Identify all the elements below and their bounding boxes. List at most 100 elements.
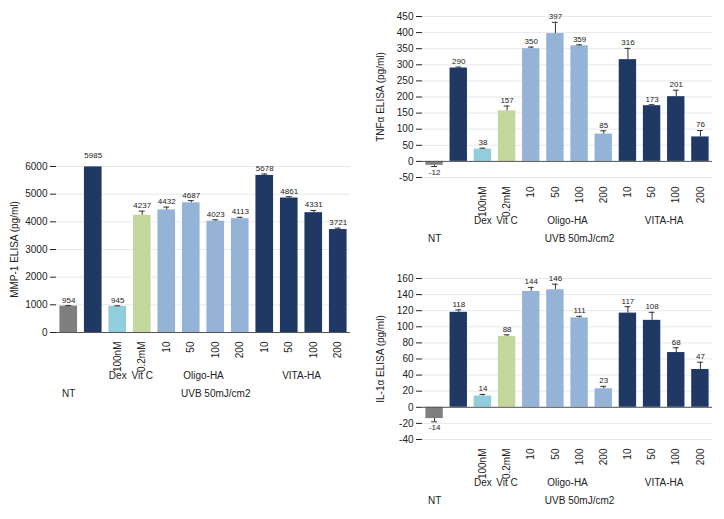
svg-text:200: 200 <box>332 341 343 358</box>
svg-text:290: 290 <box>452 57 466 66</box>
svg-text:38: 38 <box>478 138 487 147</box>
svg-text:200: 200 <box>598 186 609 203</box>
svg-text:0.2mM: 0.2mM <box>136 342 147 373</box>
svg-text:10: 10 <box>622 186 633 198</box>
svg-text:316: 316 <box>621 38 635 47</box>
svg-text:100nM: 100nM <box>477 187 488 218</box>
svg-text:50: 50 <box>402 140 414 151</box>
svg-text:NT: NT <box>62 388 75 399</box>
svg-text:144: 144 <box>525 277 539 286</box>
svg-text:50: 50 <box>185 341 196 353</box>
svg-text:50: 50 <box>283 341 294 353</box>
svg-text:6000: 6000 <box>25 161 48 172</box>
svg-text:-12: -12 <box>429 168 441 177</box>
svg-text:100nM: 100nM <box>477 449 488 480</box>
svg-text:160: 160 <box>397 273 414 284</box>
svg-text:2000: 2000 <box>25 271 48 282</box>
svg-text:VITA-HA: VITA-HA <box>282 370 321 381</box>
svg-text:MMP-1 ELISA (pg/ml): MMP-1 ELISA (pg/ml) <box>9 201 20 298</box>
svg-text:157: 157 <box>500 96 514 105</box>
svg-text:300: 300 <box>397 59 414 70</box>
svg-text:250: 250 <box>397 75 414 86</box>
svg-text:TNFα ELISA (pg/ml): TNFα ELISA (pg/ml) <box>375 52 386 142</box>
svg-text:400: 400 <box>397 27 414 38</box>
svg-text:150: 150 <box>397 107 414 118</box>
svg-text:4000: 4000 <box>25 216 48 227</box>
svg-text:47: 47 <box>696 352 705 361</box>
svg-text:80: 80 <box>402 337 414 348</box>
svg-text:88: 88 <box>503 325 512 334</box>
svg-text:200: 200 <box>598 448 609 465</box>
svg-text:NT: NT <box>428 233 441 244</box>
svg-text:4861: 4861 <box>280 187 298 196</box>
svg-text:350: 350 <box>525 37 539 46</box>
svg-text:100: 100 <box>670 186 681 203</box>
svg-text:100: 100 <box>210 341 221 358</box>
svg-text:Dex: Dex <box>474 477 492 488</box>
svg-text:100: 100 <box>670 448 681 465</box>
svg-text:60: 60 <box>402 353 414 364</box>
svg-text:100nM: 100nM <box>112 342 123 373</box>
svg-text:50: 50 <box>550 448 561 460</box>
svg-text:-14: -14 <box>429 423 441 432</box>
svg-text:200: 200 <box>695 448 706 465</box>
svg-text:Dex: Dex <box>109 370 127 381</box>
svg-text:VITA-HA: VITA-HA <box>645 477 684 488</box>
svg-text:0: 0 <box>408 402 414 413</box>
svg-text:100: 100 <box>574 448 585 465</box>
svg-text:4687: 4687 <box>182 191 200 200</box>
svg-text:359: 359 <box>573 35 587 44</box>
svg-text:Vit C: Vit C <box>496 215 518 226</box>
svg-text:4113: 4113 <box>232 207 250 216</box>
svg-text:4237: 4237 <box>133 201 151 210</box>
svg-text:200: 200 <box>695 186 706 203</box>
svg-text:4432: 4432 <box>158 197 176 206</box>
svg-text:UVB 50mJ/cm2: UVB 50mJ/cm2 <box>181 388 251 399</box>
svg-text:68: 68 <box>672 338 681 347</box>
svg-text:Vit C: Vit C <box>496 477 518 488</box>
svg-text:100: 100 <box>397 321 414 332</box>
svg-text:100: 100 <box>397 123 414 134</box>
svg-text:IL-1α ELISA (pg/ml): IL-1α ELISA (pg/ml) <box>375 315 386 402</box>
svg-text:50: 50 <box>550 186 561 198</box>
svg-text:100: 100 <box>308 341 319 358</box>
svg-text:4023: 4023 <box>207 210 225 219</box>
svg-text:50: 50 <box>646 186 657 198</box>
svg-text:200: 200 <box>397 91 414 102</box>
svg-text:76: 76 <box>696 120 705 129</box>
svg-text:Oligo-HA: Oligo-HA <box>183 370 224 381</box>
svg-text:100: 100 <box>574 186 585 203</box>
svg-text:201: 201 <box>670 80 684 89</box>
svg-text:NT: NT <box>428 495 441 506</box>
svg-text:14: 14 <box>478 384 487 393</box>
svg-text:UVB 50mJ/cm2: UVB 50mJ/cm2 <box>545 233 615 244</box>
svg-text:10: 10 <box>525 448 536 460</box>
svg-text:108: 108 <box>645 302 659 311</box>
svg-text:140: 140 <box>397 289 414 300</box>
svg-text:5000: 5000 <box>25 188 48 199</box>
svg-text:85: 85 <box>599 121 608 130</box>
svg-text:146: 146 <box>549 274 563 283</box>
svg-text:4331: 4331 <box>305 200 323 209</box>
svg-text:-20: -20 <box>399 418 414 429</box>
svg-text:954: 954 <box>62 296 76 305</box>
svg-text:200: 200 <box>234 341 245 358</box>
svg-text:50: 50 <box>646 448 657 460</box>
svg-text:1000: 1000 <box>25 299 48 310</box>
svg-text:0: 0 <box>42 327 48 338</box>
svg-text:10: 10 <box>259 341 270 353</box>
svg-text:5678: 5678 <box>256 164 274 173</box>
svg-text:120: 120 <box>397 305 414 316</box>
svg-text:Vit C: Vit C <box>132 370 154 381</box>
svg-text:5985: 5985 <box>84 151 102 160</box>
svg-text:945: 945 <box>111 296 125 305</box>
svg-text:10: 10 <box>161 341 172 353</box>
svg-text:UVB 50mJ/cm2: UVB 50mJ/cm2 <box>545 495 615 506</box>
svg-text:Oligo-HA: Oligo-HA <box>547 215 588 226</box>
svg-text:20: 20 <box>402 385 414 396</box>
svg-text:10: 10 <box>622 448 633 460</box>
svg-text:3721: 3721 <box>329 218 347 227</box>
svg-text:VITA-HA: VITA-HA <box>645 215 684 226</box>
svg-text:0.2mM: 0.2mM <box>501 449 512 480</box>
svg-text:Oligo-HA: Oligo-HA <box>547 477 588 488</box>
